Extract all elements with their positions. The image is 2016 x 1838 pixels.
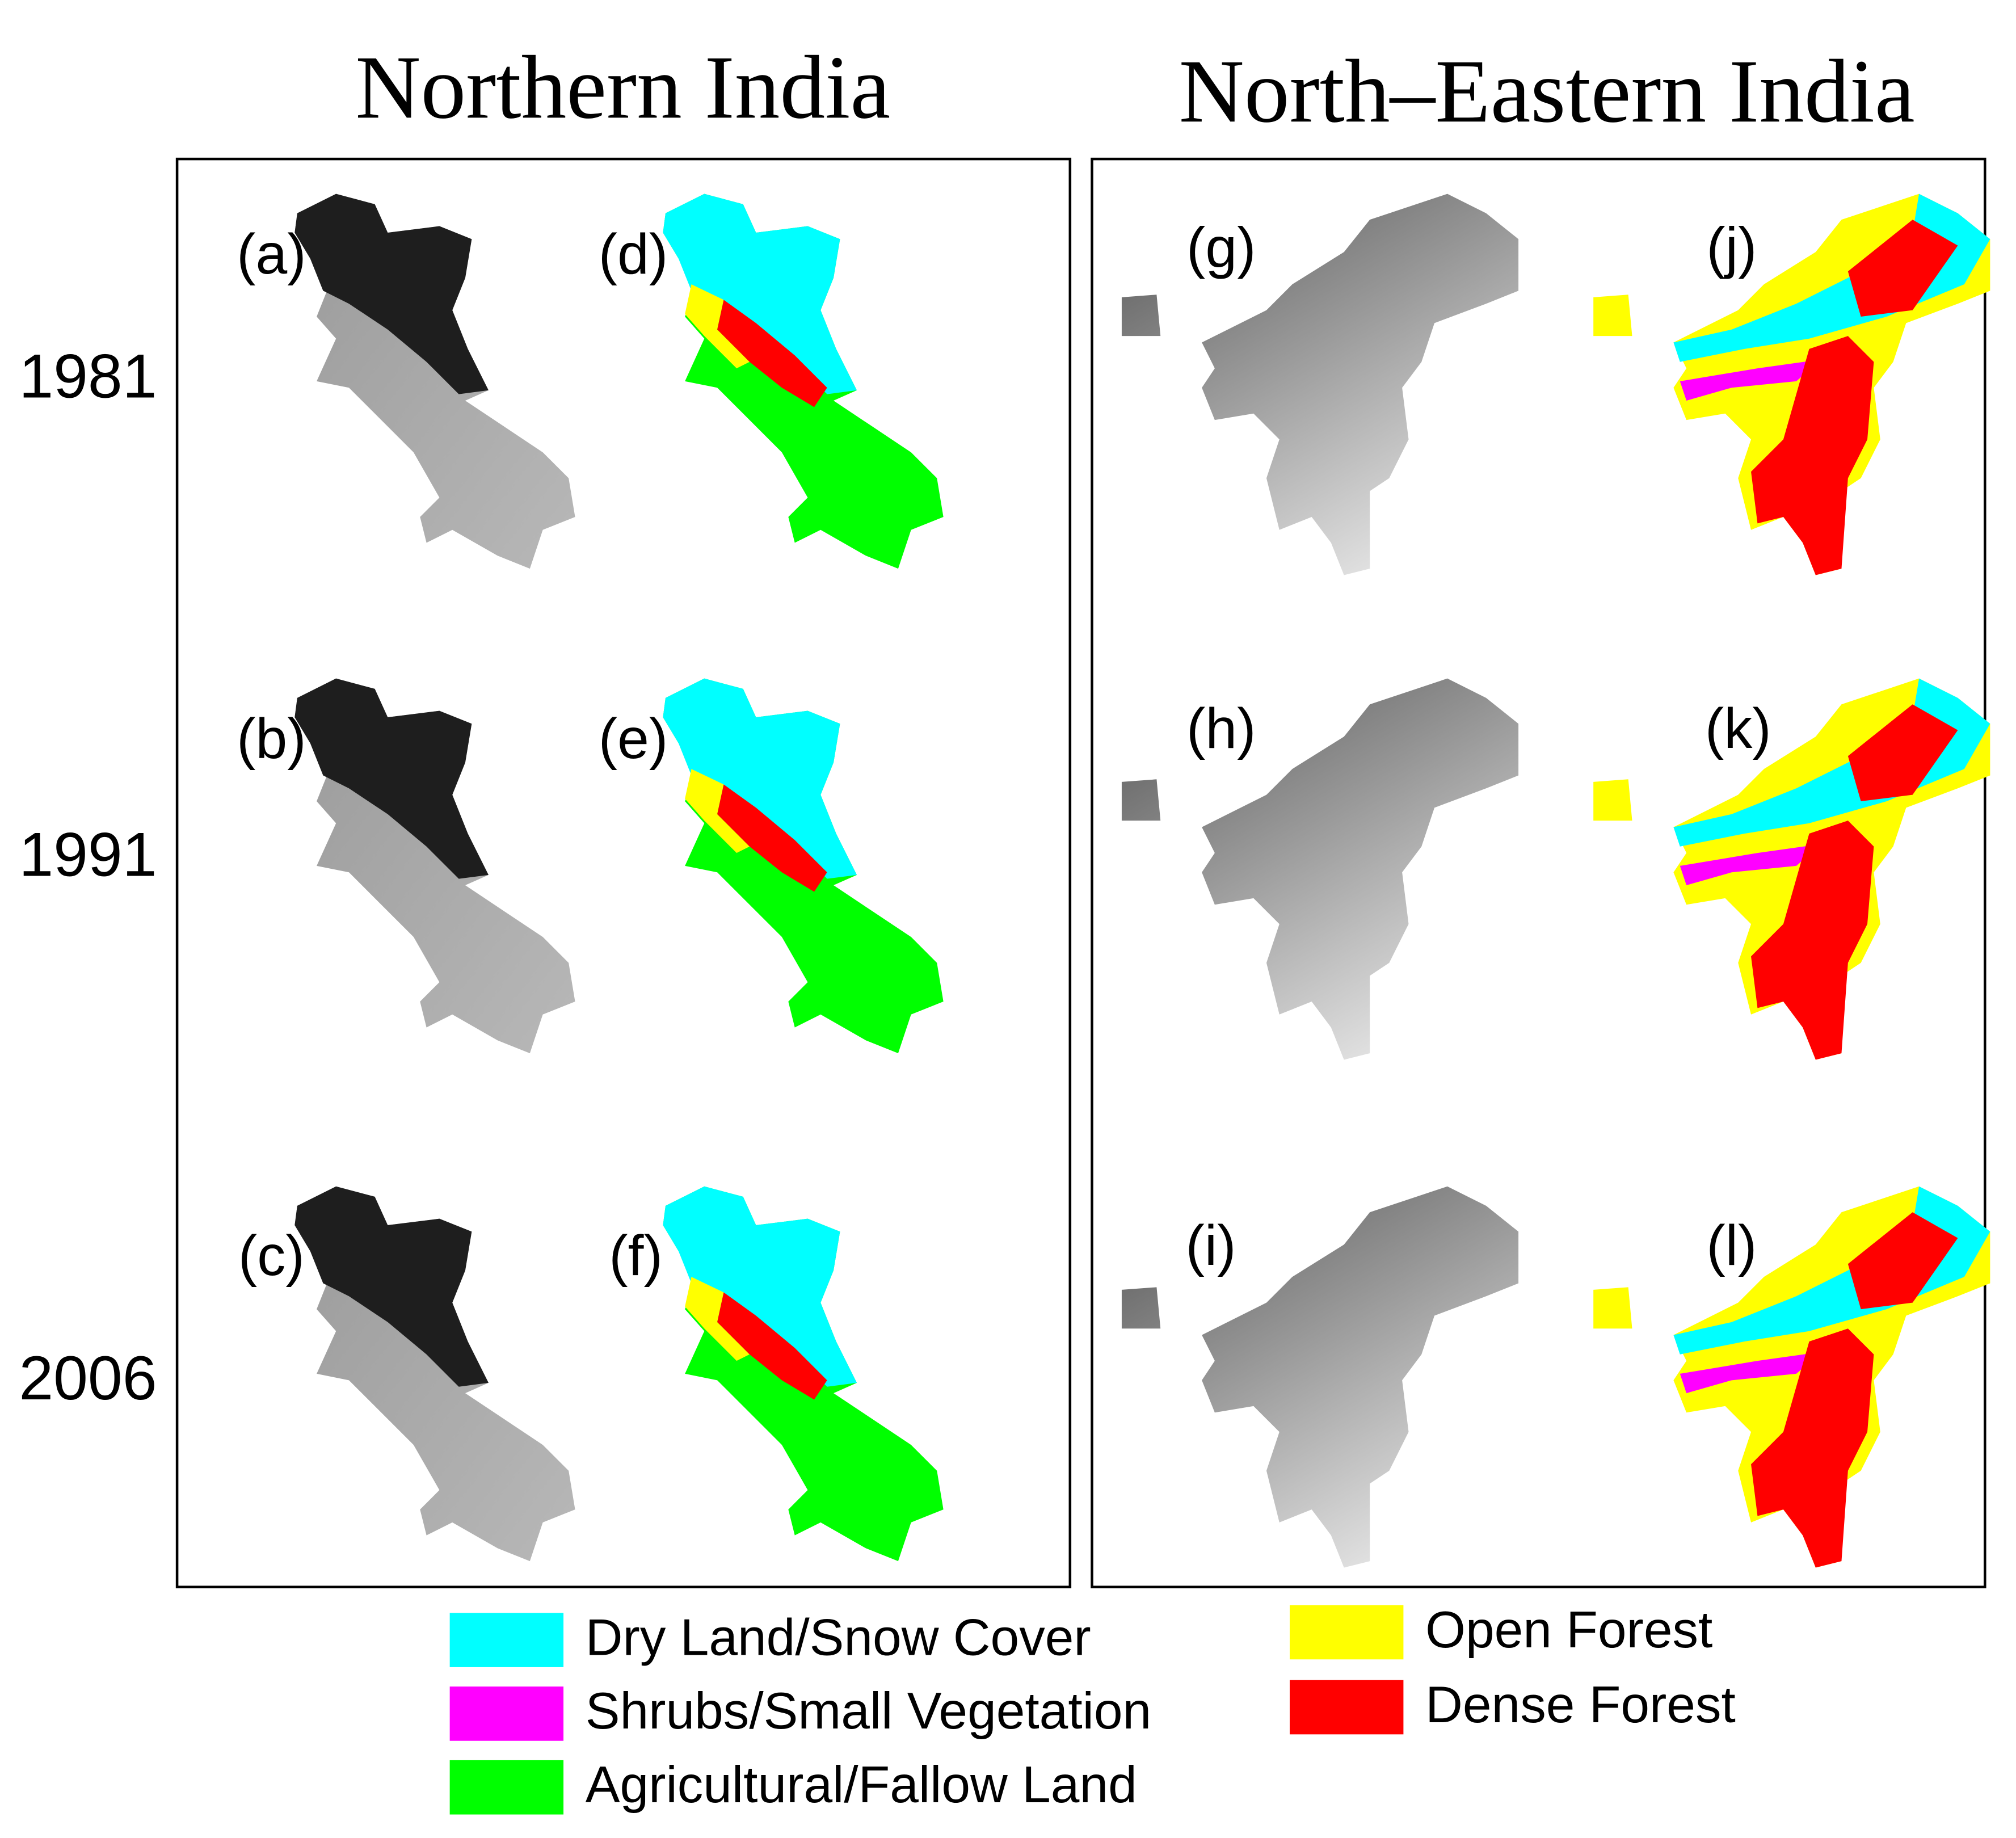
year-label: 2006 — [19, 1344, 157, 1413]
panel-label: (a) — [237, 222, 306, 286]
map-region — [1121, 1186, 1519, 1568]
class-map — [1593, 678, 1990, 1060]
map-region — [1121, 678, 1519, 1060]
gray-map — [1121, 678, 1519, 1060]
legend-swatch — [1289, 1605, 1404, 1660]
gray-map — [294, 1186, 575, 1562]
class-map — [1593, 194, 1990, 575]
class-map — [1593, 1186, 1990, 1568]
panel-label: (c) — [238, 1224, 305, 1288]
legend-label: Shrubs/Small Vegetation — [586, 1683, 1151, 1740]
legend-label: Dense Forest — [1425, 1676, 1736, 1734]
legend-label: Agricultural/Fallow Land — [586, 1756, 1137, 1814]
map-region — [1121, 194, 1519, 575]
legend-label: Dry Land/Snow Cover — [586, 1609, 1091, 1666]
panel-label: (h) — [1186, 697, 1256, 760]
legend: Dry Land/Snow Cover Shrubs/Small Vegetati… — [449, 1601, 1736, 1815]
gray-map — [294, 678, 575, 1054]
gray-map — [1121, 1186, 1519, 1568]
legend-swatch — [449, 1613, 564, 1667]
legend-swatch — [449, 1686, 564, 1741]
panel-label: (f) — [609, 1224, 663, 1288]
legend-swatch — [1289, 1680, 1404, 1735]
panel-label: (b) — [237, 707, 306, 771]
year-label: 1981 — [19, 342, 157, 411]
legend-label: Open Forest — [1425, 1601, 1712, 1659]
class-map — [663, 194, 944, 569]
panel-label: (g) — [1186, 216, 1256, 280]
panel-label: (e) — [599, 707, 668, 771]
panel-label: (i) — [1186, 1214, 1236, 1277]
title: North–Eastern India — [1179, 41, 1915, 141]
class-map — [663, 1186, 944, 1562]
title: Northern India — [355, 37, 890, 137]
panel-box — [175, 157, 1072, 1588]
panel-label: (k) — [1705, 697, 1771, 760]
panel-label: (j) — [1706, 216, 1757, 280]
gray-map — [294, 194, 575, 569]
class-map — [663, 678, 944, 1054]
year-label: 1991 — [19, 820, 157, 889]
panel-label: (d) — [599, 222, 668, 286]
gray-map — [1121, 194, 1519, 575]
legend-swatch — [449, 1760, 564, 1815]
panel-labels: (a) (b) (c) (d) (e) (f) (g) (h) (i) (j) (k) (l) — [237, 216, 1771, 1288]
panel-box — [1091, 157, 1986, 1588]
panel-label: (l) — [1706, 1214, 1757, 1277]
maps — [294, 194, 1990, 1568]
